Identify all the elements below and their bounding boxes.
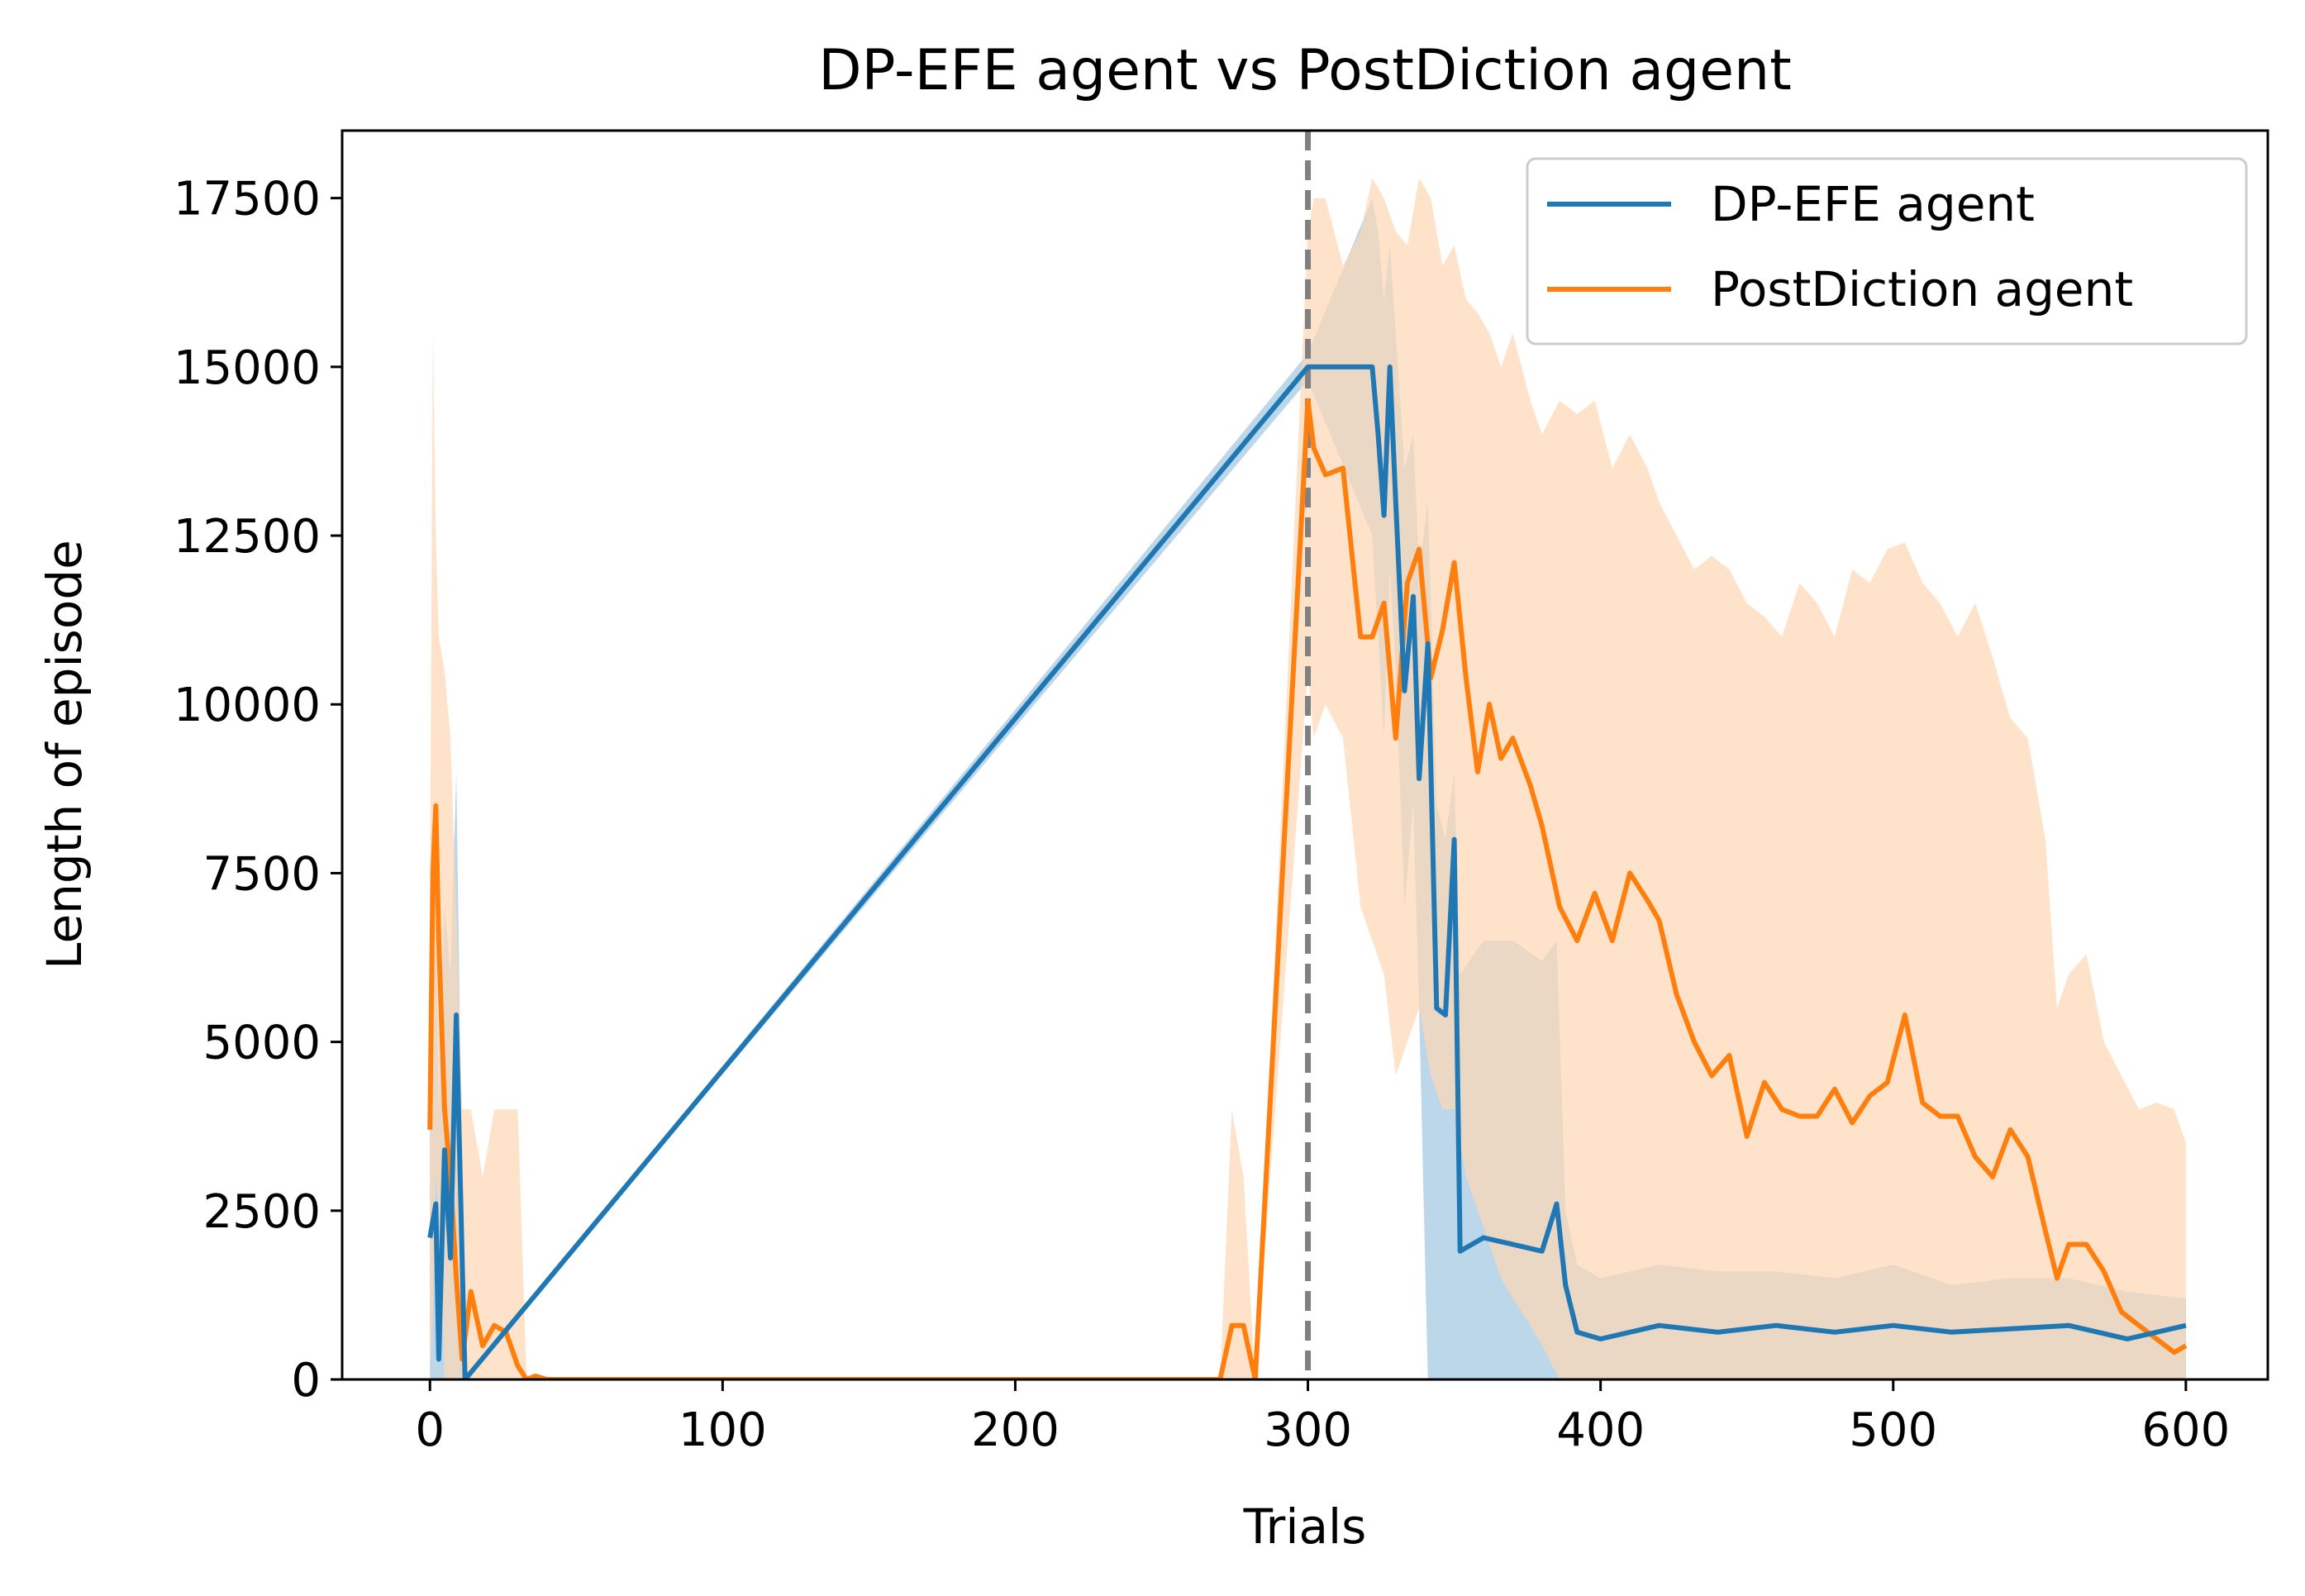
x-tick-label: 500 [1849,1403,1937,1457]
y-axis-label: Length of episode [36,540,93,970]
y-tick-label: 12500 [174,510,321,564]
legend-label-postdiction: PostDiction agent [1711,261,2133,317]
confidence-band-postdiction [430,178,2186,1379]
y-tick-label: 5000 [202,1017,321,1070]
y-tick-label: 0 [291,1354,321,1408]
y-axis: 0 2500 5000 7500 10000 12500 15000 17500 [174,173,342,1408]
series-line-dp-efe [427,364,2187,1379]
plot-frame [341,129,2269,1381]
x-tick-label: 100 [679,1403,767,1457]
x-tick-label: 300 [1264,1403,1352,1457]
x-tick-label: 200 [971,1403,1060,1457]
chart-title: DP-EFE agent vs PostDiction agent [818,38,1792,103]
legend: DP-EFE agent PostDiction agent [1526,157,2248,345]
x-tick-label: 0 [415,1403,445,1457]
y-tick-label: 17500 [174,173,321,226]
x-tick-label: 400 [1556,1403,1645,1457]
x-axis: 0 100 200 300 400 500 600 [415,1379,2230,1457]
legend-label-dp-efe: DP-EFE agent [1711,176,2035,232]
x-tick-label: 600 [2141,1403,2230,1457]
x-axis-label: Trials [1243,1498,1367,1555]
legend-box [1526,157,2248,345]
y-tick-label: 2500 [202,1185,321,1239]
y-tick-label: 7500 [202,847,321,901]
y-tick-label: 15000 [174,341,321,395]
y-tick-label: 10000 [174,679,321,732]
